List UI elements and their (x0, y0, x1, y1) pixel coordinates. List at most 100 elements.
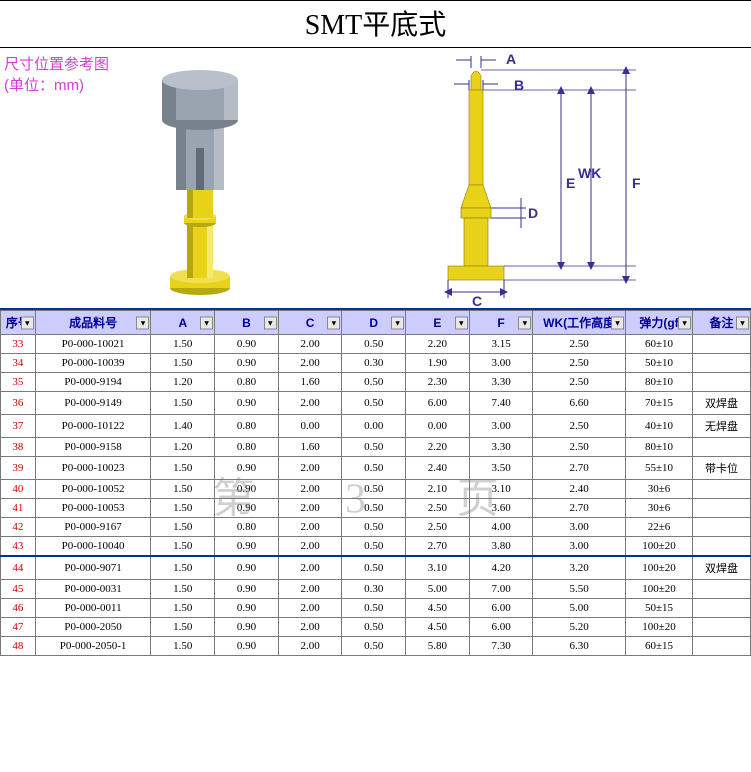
cell-a: 1.50 (151, 480, 215, 499)
col-header-note[interactable]: 备注▾ (693, 311, 751, 335)
cell-pn: P0-000-0031 (35, 580, 151, 599)
dim-label-wk: WK (578, 165, 601, 181)
cell-pn: P0-000-10023 (35, 457, 151, 480)
cell-seq: 40 (1, 480, 36, 499)
cell-note (693, 373, 751, 392)
col-header-wk[interactable]: WK(工作高度▾ (533, 311, 626, 335)
cell-d: 0.50 (342, 599, 406, 618)
cell-d: 0.50 (342, 392, 406, 415)
cell-b: 0.90 (215, 637, 279, 656)
cell-f: 3.30 (469, 438, 533, 457)
filter-dropdown-icon[interactable]: ▾ (518, 316, 531, 329)
cell-wk: 3.00 (533, 518, 626, 537)
cell-force: 80±10 (625, 373, 692, 392)
filter-dropdown-icon[interactable]: ▾ (611, 316, 624, 329)
cell-seq: 42 (1, 518, 36, 537)
col-header-f[interactable]: F▾ (469, 311, 533, 335)
cell-a: 1.50 (151, 556, 215, 580)
cell-d: 0.50 (342, 637, 406, 656)
cell-f: 7.30 (469, 637, 533, 656)
cell-wk: 5.20 (533, 618, 626, 637)
cell-pn: P0-000-0011 (35, 599, 151, 618)
cell-a: 1.50 (151, 457, 215, 480)
cell-wk: 2.70 (533, 499, 626, 518)
cell-f: 7.40 (469, 392, 533, 415)
cell-d: 0.50 (342, 537, 406, 557)
cell-a: 1.20 (151, 373, 215, 392)
cell-b: 0.90 (215, 618, 279, 637)
cell-e: 2.70 (406, 537, 470, 557)
cell-f: 6.00 (469, 618, 533, 637)
cell-seq: 35 (1, 373, 36, 392)
filter-dropdown-icon[interactable]: ▾ (200, 316, 213, 329)
col-header-d[interactable]: D▾ (342, 311, 406, 335)
dim-label-b: B (514, 77, 524, 93)
cell-d: 0.50 (342, 518, 406, 537)
cell-e: 2.50 (406, 499, 470, 518)
cell-force: 100±20 (625, 580, 692, 599)
table-wrapper: 第 3 页 序号▾ 成品料号▾ A▾ B▾ C▾ D▾ E▾ F▾ WK(工作高… (0, 310, 751, 656)
cell-c: 2.00 (278, 392, 342, 415)
col-header-seq[interactable]: 序号▾ (1, 311, 36, 335)
cell-seq: 46 (1, 599, 36, 618)
cell-wk: 2.50 (533, 438, 626, 457)
cell-seq: 44 (1, 556, 36, 580)
cell-d: 0.50 (342, 335, 406, 354)
col-header-a[interactable]: A▾ (151, 311, 215, 335)
filter-dropdown-icon[interactable]: ▾ (391, 316, 404, 329)
spec-table: 序号▾ 成品料号▾ A▾ B▾ C▾ D▾ E▾ F▾ WK(工作高度▾ 弹力(… (0, 310, 751, 656)
cell-note: 双焊盘 (693, 556, 751, 580)
cell-f: 6.00 (469, 599, 533, 618)
col-header-e[interactable]: E▾ (406, 311, 470, 335)
cell-wk: 5.00 (533, 599, 626, 618)
cell-force: 50±15 (625, 599, 692, 618)
col-header-force[interactable]: 弹力(gf▾ (625, 311, 692, 335)
cell-pn: P0-000-9071 (35, 556, 151, 580)
cell-pn: P0-000-9167 (35, 518, 151, 537)
cell-seq: 37 (1, 415, 36, 438)
cell-force: 55±10 (625, 457, 692, 480)
spec-table-body: 33P0-000-100211.500.902.000.502.203.152.… (1, 335, 751, 656)
col-header-b[interactable]: B▾ (215, 311, 279, 335)
cell-pn: P0-000-10052 (35, 480, 151, 499)
cell-a: 1.50 (151, 637, 215, 656)
cell-note: 双焊盘 (693, 392, 751, 415)
cell-force: 70±15 (625, 392, 692, 415)
cell-pn: P0-000-10039 (35, 354, 151, 373)
filter-dropdown-icon[interactable]: ▾ (327, 316, 340, 329)
filter-dropdown-icon[interactable]: ▾ (21, 316, 34, 329)
cell-seq: 41 (1, 499, 36, 518)
cell-b: 0.80 (215, 438, 279, 457)
diagram-row: 尺寸位置参考图 (单位：mm) (0, 48, 751, 308)
cell-f: 3.80 (469, 537, 533, 557)
cell-force: 80±10 (625, 438, 692, 457)
filter-dropdown-icon[interactable]: ▾ (678, 316, 691, 329)
cell-force: 60±15 (625, 637, 692, 656)
cell-e: 5.00 (406, 580, 470, 599)
cell-note (693, 618, 751, 637)
dim-label-d: D (528, 205, 538, 221)
cell-b: 0.90 (215, 499, 279, 518)
col-header-pn[interactable]: 成品料号▾ (35, 311, 151, 335)
cell-pn: P0-000-9194 (35, 373, 151, 392)
filter-dropdown-icon[interactable]: ▾ (136, 316, 149, 329)
cell-c: 2.00 (278, 499, 342, 518)
col-header-c[interactable]: C▾ (278, 311, 342, 335)
filter-dropdown-icon[interactable]: ▾ (455, 316, 468, 329)
cell-c: 2.00 (278, 457, 342, 480)
filter-dropdown-icon[interactable]: ▾ (736, 316, 749, 329)
cell-note (693, 438, 751, 457)
cell-b: 0.90 (215, 580, 279, 599)
cell-d: 0.50 (342, 438, 406, 457)
dim-label-f: F (632, 175, 641, 191)
cell-wk: 2.50 (533, 335, 626, 354)
cell-seq: 34 (1, 354, 36, 373)
cell-a: 1.20 (151, 438, 215, 457)
cell-wk: 6.30 (533, 637, 626, 656)
cell-f: 4.00 (469, 518, 533, 537)
filter-dropdown-icon[interactable]: ▾ (264, 316, 277, 329)
table-row: 37P0-000-101221.400.800.000.000.003.002.… (1, 415, 751, 438)
cell-b: 0.80 (215, 373, 279, 392)
pin-dimension-diagram: A B C D (376, 48, 751, 308)
cell-b: 0.90 (215, 556, 279, 580)
